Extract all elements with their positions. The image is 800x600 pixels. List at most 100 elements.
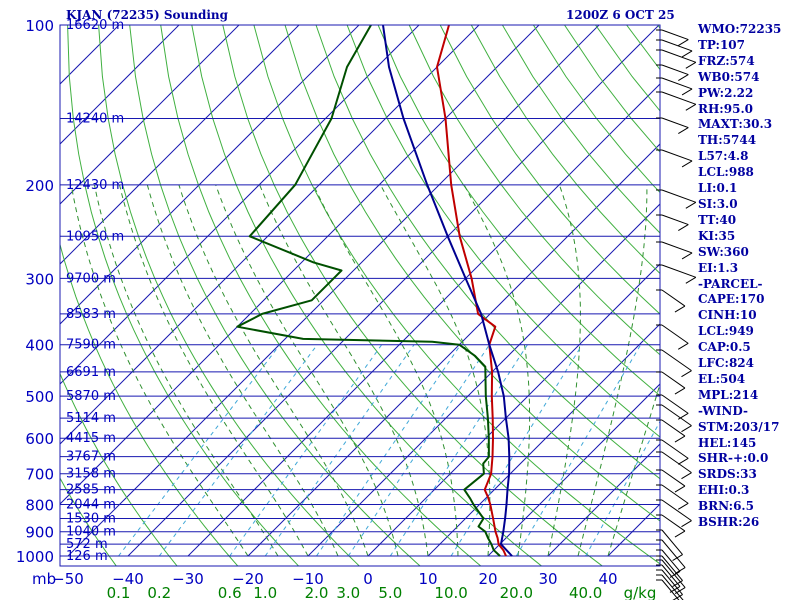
- mixing-ratio-line: [158, 344, 318, 557]
- wind-barb: [656, 529, 683, 561]
- mixing-ratio-label: 20.0: [500, 584, 533, 600]
- mixing-ratio-label: 1.0: [253, 584, 277, 600]
- pressure-tick-label: 600: [25, 430, 54, 448]
- dry-adiabat-line: [470, 25, 660, 275]
- height-label: 6691 m: [66, 365, 116, 380]
- index-item: KI:35: [698, 228, 736, 243]
- wind-barb: [656, 149, 693, 168]
- dry-adiabat-line: [408, 25, 660, 356]
- mixing-ratio-label: 0.6: [218, 584, 242, 600]
- mixing-ratio-label: 3.0: [336, 584, 360, 600]
- index-item: RH:95.0: [698, 101, 753, 116]
- height-label: 3158 m: [66, 467, 116, 482]
- height-label: 3767 m: [66, 450, 116, 465]
- wind-barb: [656, 91, 697, 111]
- dry-adiabat-line: [346, 25, 660, 438]
- wind-barb: [656, 289, 686, 313]
- dry-adiabat-line: [67, 25, 300, 566]
- sounding-time: 1200Z 6 OCT 25: [566, 8, 675, 22]
- height-label: 572 m: [66, 537, 108, 552]
- height-label: 9700 m: [66, 271, 116, 286]
- wind-barb: [656, 439, 689, 465]
- height-label: 10950 m: [66, 229, 124, 244]
- pressure-tick-label: 500: [25, 388, 54, 406]
- wind-barb: [656, 514, 686, 538]
- mixing-ratio-line: [347, 344, 490, 557]
- index-item: TP:107: [698, 37, 746, 52]
- wind-barb: [656, 214, 689, 232]
- index-item: BRN:6.5: [698, 499, 754, 514]
- temperature-tick-label: −10: [292, 570, 324, 588]
- moist-adiabat-line: [93, 184, 279, 557]
- isotherm-line: [367, 263, 660, 557]
- wind-barb: [656, 579, 680, 600]
- index-item: FRZ:574: [698, 53, 755, 68]
- temperature-tick-label: 40: [598, 570, 617, 588]
- height-label: 16620 m: [66, 18, 124, 33]
- mixing-ratio-line: [316, 344, 462, 557]
- wind-barb: [656, 29, 689, 47]
- height-label: 14240 m: [66, 112, 124, 127]
- wind-barb: [656, 117, 689, 135]
- isotherm-line: [487, 383, 660, 557]
- height-label: 2585 m: [66, 483, 116, 498]
- moist-adiabat-line: [119, 184, 309, 557]
- temperature-tick-label: 10: [418, 570, 437, 588]
- height-label: 4415 m: [66, 431, 116, 446]
- dry-adiabat-line: [60, 372, 178, 566]
- index-item: LCL:988: [698, 165, 754, 180]
- isotherm-line: [187, 83, 660, 557]
- isotherm-line: [67, 25, 600, 557]
- wind-barb: [656, 499, 692, 528]
- index-item: LFC:824: [698, 356, 754, 371]
- index-item: EHI:0.3: [698, 483, 750, 498]
- index-item: WMO:72235: [698, 22, 782, 36]
- index-item: TH:5744: [698, 133, 757, 148]
- index-item: MPL:214: [698, 387, 759, 402]
- mixing-ratio-line: [515, 344, 642, 557]
- mixing-ratio-label: 40.0: [569, 584, 602, 600]
- mixing-ratio-label: 5.0: [378, 584, 402, 600]
- index-item: -PARCEL-: [698, 276, 763, 291]
- temperature-tick-label: 20: [478, 570, 497, 588]
- temperature-tick-label: −50: [52, 570, 84, 588]
- pressure-tick-label: 800: [25, 497, 54, 515]
- height-label: 2044 m: [66, 498, 116, 513]
- moist-adiabat-line: [577, 184, 648, 557]
- isotherm-line: [307, 203, 660, 557]
- index-item: SRDS:33: [698, 467, 757, 482]
- dry-adiabat-line: [315, 25, 660, 480]
- wind-barb: [656, 39, 693, 58]
- temperature-tick-label: 0: [363, 570, 373, 588]
- moist-adiabat-line: [380, 184, 491, 557]
- mixing-ratio-line: [450, 344, 583, 557]
- dry-adiabat-line: [782, 25, 800, 567]
- height-label: 126 m: [66, 549, 108, 564]
- dry-adiabat-line: [191, 25, 543, 566]
- index-item: CAPE:170: [698, 292, 765, 307]
- moist-adiabat-line: [70, 184, 249, 557]
- index-item: SHR-+:0.0: [698, 451, 769, 466]
- mixing-ratio-line: [585, 420, 660, 557]
- wind-barb: [656, 419, 686, 443]
- wind-barb: [656, 77, 693, 96]
- dry-adiabat-line: [253, 25, 660, 565]
- isotherm-line: [60, 25, 240, 205]
- wind-barb: [656, 64, 689, 82]
- index-item: LI:0.1: [698, 181, 738, 196]
- temperature-tick-label: −40: [112, 570, 144, 588]
- dewpoint-profile: [236, 25, 501, 557]
- wind-barb: [656, 574, 684, 600]
- isotherm-line: [60, 25, 360, 325]
- dry-adiabat-line: [98, 25, 360, 566]
- index-item: EI:1.3: [698, 260, 739, 275]
- dry-adiabat-line: [60, 477, 117, 566]
- temperature-tick-label: −30: [172, 570, 204, 588]
- wind-barb: [656, 451, 692, 480]
- height-label: 1530 m: [66, 512, 116, 527]
- pressure-unit-label: mb: [32, 570, 56, 588]
- height-label: 1040 m: [66, 525, 116, 540]
- wind-barb: [656, 469, 686, 493]
- pressure-tick-label: 100: [25, 17, 54, 35]
- wind-barb: [656, 189, 697, 209]
